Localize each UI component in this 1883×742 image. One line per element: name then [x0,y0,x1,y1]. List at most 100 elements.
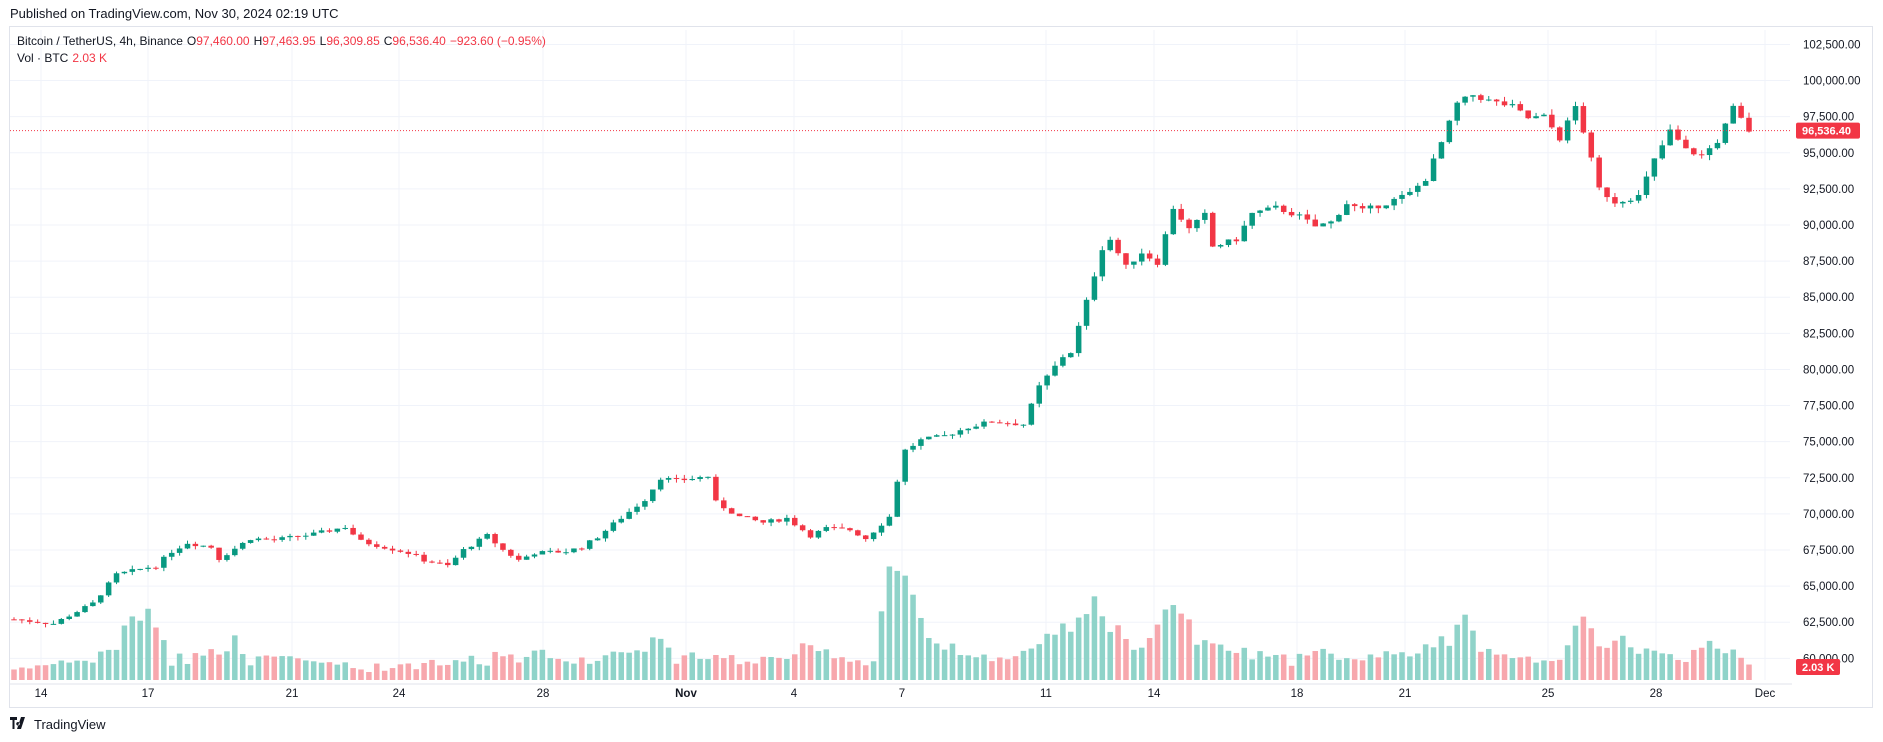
candle[interactable] [58,617,65,625]
candle[interactable] [381,545,388,550]
candle[interactable] [1730,103,1736,124]
candle[interactable] [1320,223,1326,227]
candle[interactable] [1225,239,1232,248]
candle[interactable] [973,423,979,430]
candle[interactable] [941,431,948,437]
candle[interactable] [413,550,419,557]
candle[interactable] [839,523,845,529]
candle[interactable] [1044,374,1050,390]
candle[interactable] [784,514,790,526]
candle[interactable] [1675,125,1681,141]
candle[interactable] [397,549,404,553]
candle[interactable] [1265,205,1271,211]
candle[interactable] [847,527,853,532]
candle[interactable] [1249,212,1255,229]
candle[interactable] [910,443,916,453]
candle[interactable] [184,540,191,550]
candle[interactable] [1556,126,1563,143]
candle[interactable] [444,559,451,568]
candle[interactable] [1698,150,1705,159]
candle[interactable] [933,434,940,437]
candle[interactable] [389,545,396,554]
candle[interactable] [105,581,112,597]
candle[interactable] [1493,98,1500,106]
candle[interactable] [1485,95,1492,102]
candle[interactable] [1580,102,1587,134]
candle[interactable] [1683,135,1689,149]
candle[interactable] [287,533,293,542]
candle[interactable] [918,437,924,450]
candle[interactable] [870,532,877,542]
candle[interactable] [1288,208,1295,218]
candle[interactable] [626,508,632,520]
candle[interactable] [1541,113,1547,117]
candle[interactable] [303,532,309,540]
candle[interactable] [855,529,861,537]
candle[interactable] [1509,99,1516,108]
candle[interactable] [531,553,538,559]
candle[interactable] [1430,154,1437,182]
candle[interactable] [768,518,774,527]
candle[interactable] [1052,361,1058,377]
candle[interactable] [1060,354,1066,368]
candle[interactable] [334,528,341,534]
candle[interactable] [1359,203,1366,213]
candle[interactable] [137,568,143,571]
candle[interactable] [1075,322,1082,357]
candle[interactable] [949,434,956,439]
candle[interactable] [1588,130,1595,162]
candle[interactable] [1517,101,1524,112]
candle[interactable] [1635,190,1642,204]
candle[interactable] [1549,109,1555,129]
candle[interactable] [1399,191,1405,204]
candle[interactable] [1738,102,1744,119]
candle[interactable] [1375,205,1382,214]
candle[interactable] [634,503,640,515]
candle[interactable] [1446,119,1453,144]
candle[interactable] [1312,214,1319,227]
candle[interactable] [1415,182,1421,197]
candle[interactable] [1351,203,1358,212]
candle[interactable] [168,549,175,561]
candle[interactable] [200,545,207,548]
candle[interactable] [405,549,412,558]
candle[interactable] [74,610,80,617]
candle[interactable] [263,536,270,540]
candle[interactable] [602,529,609,542]
candle[interactable] [82,604,88,613]
candle[interactable] [965,428,972,434]
candle[interactable] [1367,203,1374,214]
candle[interactable] [1257,209,1263,217]
candle[interactable] [176,545,183,556]
candle[interactable] [1722,122,1729,145]
candle[interactable] [1131,261,1137,269]
candle[interactable] [34,619,41,624]
candle[interactable] [90,600,96,607]
candle[interactable] [1407,187,1413,197]
candle[interactable] [957,427,964,438]
candle[interactable] [460,546,467,560]
candle[interactable] [50,620,57,625]
candle[interactable] [791,515,798,527]
candle[interactable] [515,553,522,562]
candle[interactable] [728,507,735,514]
candle[interactable] [1028,402,1035,426]
candle[interactable] [1217,244,1224,249]
candle[interactable] [579,547,585,551]
candle[interactable] [1336,213,1342,223]
candle[interactable] [484,532,490,540]
candle[interactable] [326,528,333,533]
candle[interactable] [681,474,688,483]
candle[interactable] [736,513,743,517]
candle[interactable] [192,541,199,550]
candle[interactable] [208,544,214,549]
candle[interactable] [1280,204,1287,215]
candle[interactable] [1746,112,1752,133]
candle[interactable] [1596,155,1602,191]
candle[interactable] [1667,124,1673,146]
candle[interactable] [1454,101,1460,126]
candle[interactable] [1643,171,1650,199]
candle[interactable] [1202,209,1208,224]
candle[interactable] [1178,203,1184,223]
